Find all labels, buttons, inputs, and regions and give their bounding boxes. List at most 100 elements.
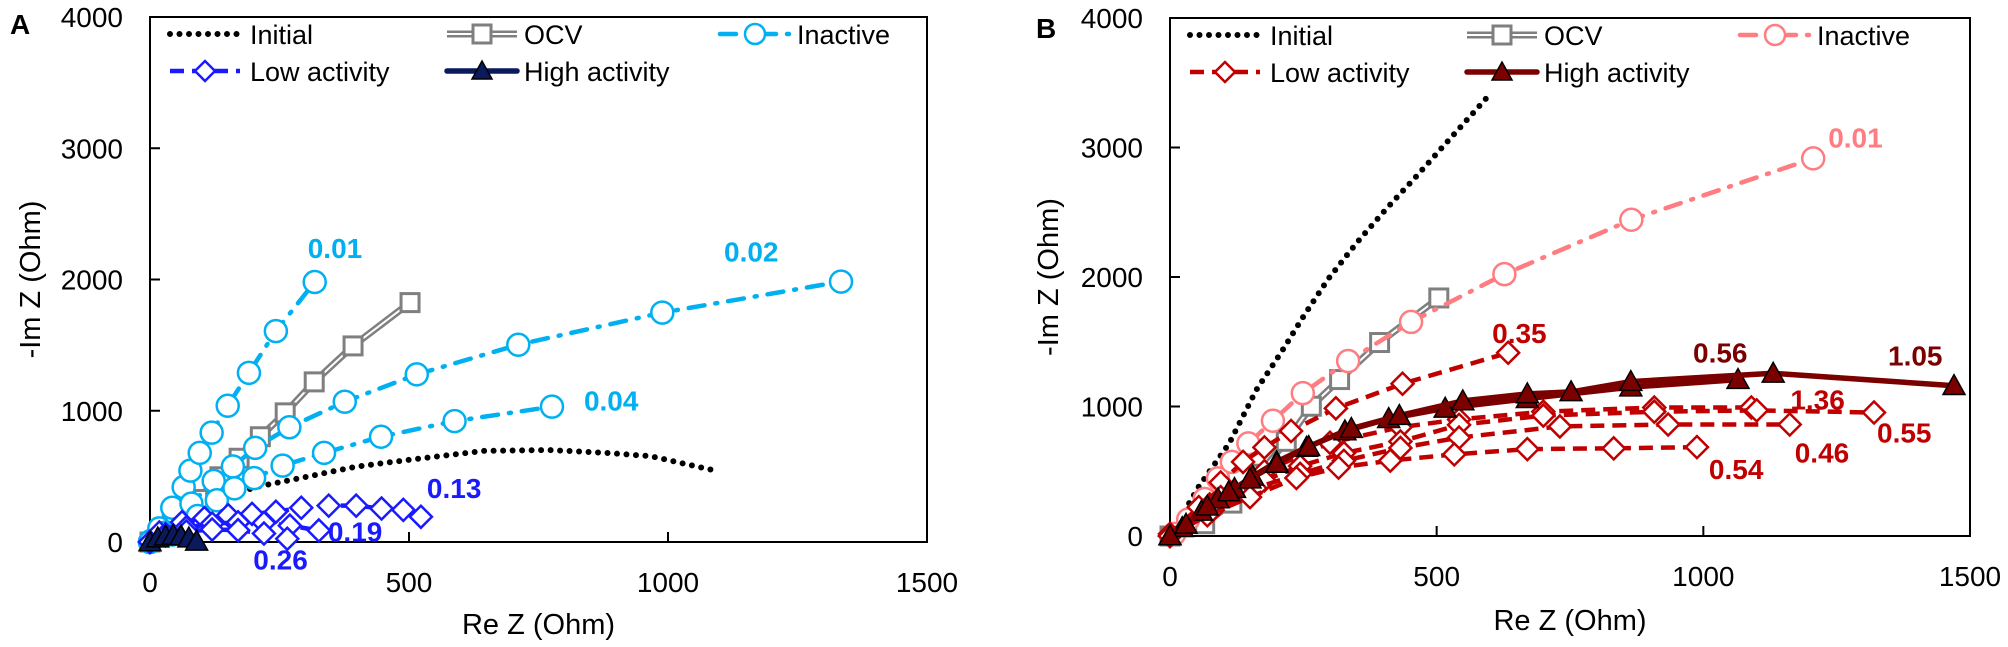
- circle-marker: [743, 22, 767, 46]
- triangle-marker: [1264, 450, 1289, 474]
- square-marker: [1428, 287, 1450, 309]
- x-tick-label: 1000: [1672, 561, 1734, 592]
- circle-marker: [404, 362, 430, 387]
- x-axis-label: Re Z (Ohm): [462, 609, 615, 641]
- x-axis-label: Re Z (Ohm): [1493, 605, 1646, 637]
- diamond-marker: [288, 494, 315, 521]
- circle-marker: [236, 360, 262, 386]
- y-tick-label: 1000: [61, 396, 123, 427]
- circle-marker: [242, 435, 268, 461]
- series-inactive: 0.02: [137, 237, 854, 555]
- circle-marker: [1290, 380, 1316, 406]
- diamond-marker: [1251, 434, 1278, 461]
- diamond-marker: [1547, 413, 1573, 440]
- circle-marker: [506, 332, 531, 357]
- circle-marker: [199, 420, 224, 445]
- legend-label: Inactive: [797, 20, 890, 50]
- diamond-marker: [1861, 399, 1887, 426]
- circle-marker: [241, 465, 267, 491]
- circle-marker: [187, 440, 212, 466]
- square-marker: [342, 335, 364, 357]
- diamond-marker: [315, 492, 342, 519]
- triangle-marker: [184, 528, 209, 551]
- y-tick-label: 3000: [1081, 133, 1143, 164]
- curve-label: 0.26: [253, 545, 308, 576]
- circle-marker: [539, 394, 565, 419]
- triangle-marker: [1941, 373, 1967, 396]
- series-group: 0.010.351.360.550.460.540.56 1.05: [1157, 95, 1967, 549]
- x-tick-label: 500: [1413, 561, 1460, 592]
- y-axis-label: -Im Z (Ohm): [1033, 198, 1065, 356]
- square-marker: [399, 292, 421, 314]
- legend-item-low: Low activity: [170, 57, 390, 87]
- legend-item-initial: Initial: [1187, 21, 1333, 51]
- legend-item-high: High activity: [1464, 58, 1690, 88]
- x-tick-label: 0: [1162, 561, 1178, 592]
- circle-marker: [650, 300, 675, 325]
- y-tick-label: 2000: [61, 265, 123, 296]
- circle-marker: [1763, 23, 1787, 47]
- legend: Initial OCV Inactive Low activity High activ…: [167, 20, 890, 87]
- diamond-marker: [1323, 395, 1349, 422]
- legend-label: High activity: [524, 57, 670, 87]
- legend-item-inactive: Inactive: [1737, 21, 1910, 51]
- diamond-marker: [1230, 449, 1256, 475]
- diamond-marker: [1776, 411, 1803, 438]
- circle-marker: [215, 393, 240, 419]
- legend: Initial OCV Inactive Low activity High activ…: [1187, 21, 1910, 88]
- triangle-marker: [1237, 466, 1263, 489]
- y-tick-label: 0: [1127, 521, 1143, 552]
- diamond-marker: [1641, 398, 1668, 425]
- triangle-marker: [1760, 360, 1786, 383]
- panel-letter: A: [10, 9, 30, 40]
- circle-marker: [368, 424, 394, 449]
- circle-marker: [1800, 146, 1826, 171]
- diamond-marker: [1325, 454, 1352, 481]
- diamond-marker: [1377, 447, 1404, 474]
- diamond-marker: [343, 492, 369, 519]
- panel-letter: B: [1036, 13, 1056, 44]
- diamond-marker: [306, 517, 332, 544]
- diamond-marker: [199, 516, 225, 543]
- legend-label: Initial: [250, 20, 313, 50]
- circle-marker: [1260, 408, 1286, 433]
- curve-label: 0.35: [1492, 318, 1547, 349]
- series-low: 0.54: [1157, 434, 1764, 549]
- diamond-marker: [1213, 60, 1237, 84]
- diamond-marker: [1278, 418, 1304, 444]
- curve-label: 0.46: [1795, 438, 1850, 469]
- triangle-marker: [1490, 60, 1514, 81]
- diamond-marker: [1389, 370, 1416, 397]
- circle-marker: [1335, 348, 1361, 374]
- legend-label: Initial: [1270, 21, 1333, 51]
- initial-line: [1167, 95, 1490, 539]
- y-axis-label: -Im Z (Ohm): [15, 201, 47, 359]
- curve-label: 0.54: [1709, 454, 1764, 485]
- curve-label: 0.19: [328, 516, 383, 547]
- triangle-marker: [1387, 403, 1412, 426]
- triangle-marker: [1450, 388, 1476, 411]
- triangle-marker: [1515, 381, 1540, 404]
- diamond-marker: [1495, 339, 1521, 366]
- triangle-marker: [1216, 479, 1241, 502]
- square-marker: [1491, 24, 1513, 46]
- curve-label: 0.01: [308, 233, 363, 264]
- x-tick-label: 1500: [896, 567, 958, 598]
- legend-item-inactive: Inactive: [717, 20, 890, 50]
- curve-label: 0.55: [1877, 417, 1932, 448]
- triangle-marker: [1558, 379, 1584, 402]
- circle-marker: [220, 454, 246, 479]
- legend-label: OCV: [524, 20, 583, 50]
- diamond-marker: [1684, 434, 1710, 460]
- legend-item-initial: Initial: [167, 20, 313, 50]
- circle-marker: [222, 476, 247, 501]
- circle-marker: [204, 488, 230, 513]
- panel-b-chart: B 0 500 1000 1500 0 1000 2000 3000 4000 Re Z (Ohm)…: [1033, 3, 2001, 637]
- curve-label: 0.04: [584, 386, 639, 417]
- legend-item-ocv: OCV: [447, 20, 583, 50]
- circle-marker: [277, 415, 302, 440]
- legend-label: High activity: [1544, 58, 1690, 88]
- curve-label: 0.56: [1693, 338, 1748, 369]
- diamond-marker: [408, 504, 434, 530]
